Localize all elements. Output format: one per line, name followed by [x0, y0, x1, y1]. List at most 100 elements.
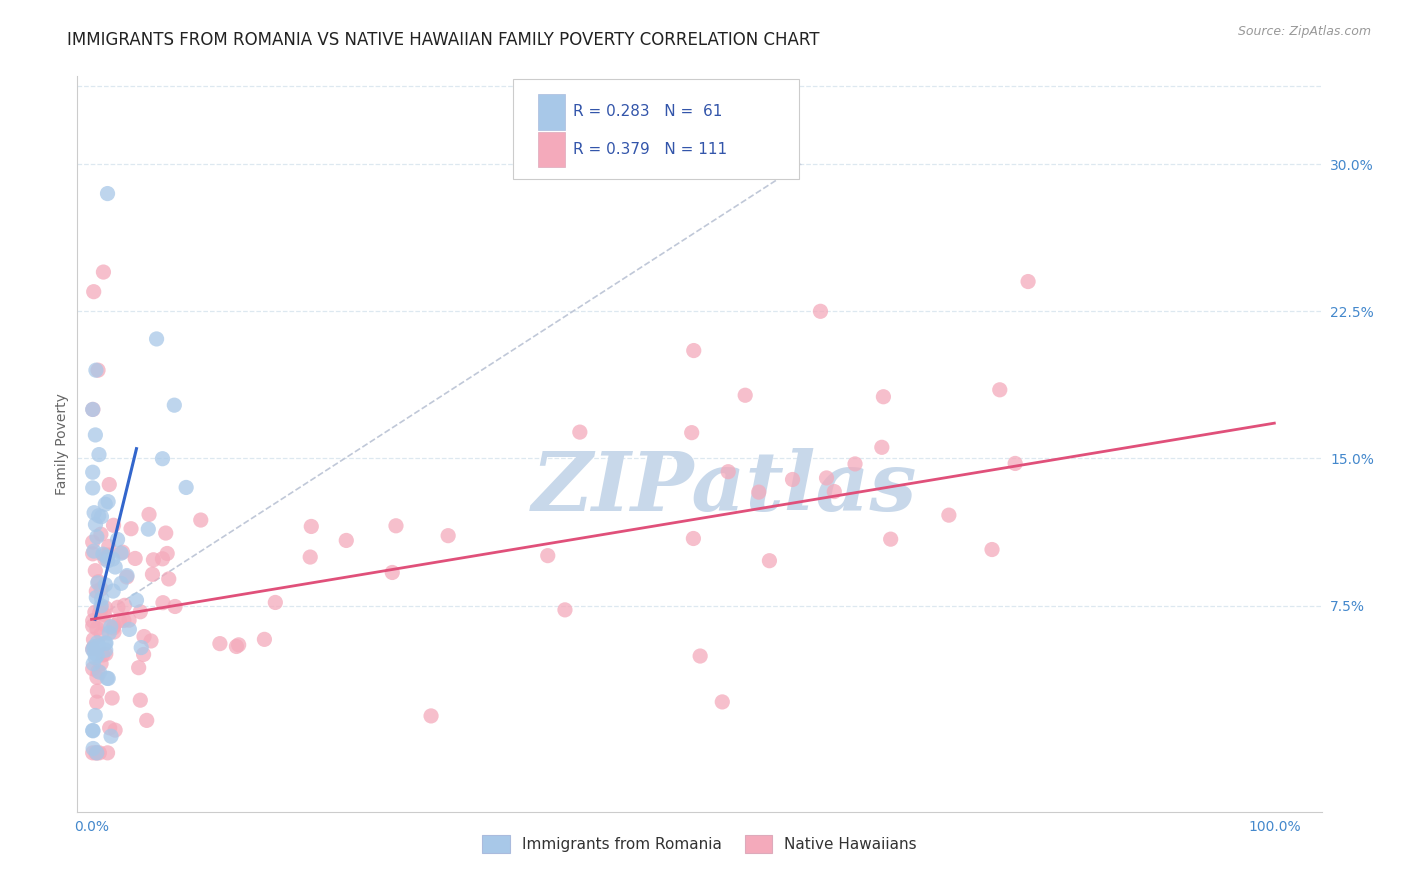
Point — [91, 547, 114, 561]
Point — [299, 519, 322, 533]
Point — [82, 741, 104, 756]
Point — [110, 546, 132, 560]
Point — [103, 621, 125, 635]
Point — [103, 625, 125, 640]
FancyBboxPatch shape — [537, 132, 565, 167]
Point — [125, 593, 148, 607]
Point — [114, 599, 136, 613]
Point — [253, 632, 276, 647]
Point — [82, 632, 104, 647]
Point — [163, 398, 186, 412]
Point — [82, 723, 104, 738]
Point — [124, 551, 146, 566]
Point — [870, 440, 893, 454]
Point — [94, 636, 117, 650]
Point — [689, 648, 711, 663]
Point — [94, 497, 117, 511]
Point — [86, 670, 108, 684]
Legend: Immigrants from Romania, Native Hawaiians: Immigrants from Romania, Native Hawaiian… — [477, 829, 922, 859]
Point — [1017, 275, 1039, 289]
Point — [142, 553, 165, 567]
Point — [103, 518, 125, 533]
Point — [988, 383, 1011, 397]
Point — [136, 522, 159, 536]
Point — [554, 603, 576, 617]
Point — [132, 630, 155, 644]
Point — [84, 591, 107, 605]
Point — [86, 636, 108, 650]
Point — [87, 448, 110, 462]
Point — [90, 599, 112, 613]
Text: R = 0.379   N = 111: R = 0.379 N = 111 — [572, 142, 727, 157]
Point — [107, 533, 129, 547]
Point — [94, 548, 117, 562]
Point — [97, 548, 120, 562]
Point — [135, 714, 157, 728]
Point — [112, 614, 135, 628]
Point — [163, 599, 186, 614]
Point — [94, 601, 117, 615]
Point — [118, 623, 141, 637]
FancyBboxPatch shape — [537, 95, 565, 129]
Point — [82, 547, 104, 561]
Point — [385, 518, 408, 533]
Point — [938, 508, 960, 523]
Point — [86, 684, 108, 698]
Point — [87, 575, 110, 590]
Point — [734, 388, 756, 402]
Point — [132, 648, 155, 662]
FancyBboxPatch shape — [513, 79, 799, 178]
Point — [82, 746, 104, 760]
Point — [1004, 457, 1026, 471]
Point — [100, 620, 122, 634]
Point — [748, 485, 770, 500]
Point — [100, 729, 122, 743]
Point — [86, 641, 108, 656]
Point — [84, 651, 107, 665]
Point — [107, 600, 129, 615]
Point — [758, 554, 780, 568]
Point — [782, 473, 804, 487]
Point — [111, 545, 134, 559]
Point — [94, 618, 117, 632]
Point — [437, 529, 460, 543]
Point — [97, 554, 120, 568]
Point — [682, 532, 704, 546]
Point — [420, 709, 443, 723]
Point — [82, 723, 104, 738]
Point — [138, 508, 160, 522]
Point — [120, 522, 142, 536]
Point — [82, 402, 104, 417]
Point — [90, 627, 112, 641]
Point — [157, 572, 180, 586]
Point — [228, 638, 250, 652]
Point — [90, 509, 112, 524]
Point — [129, 640, 152, 655]
Point — [90, 591, 112, 606]
Point — [82, 535, 104, 549]
Point — [104, 560, 127, 574]
Point — [82, 402, 104, 417]
Point — [717, 465, 740, 479]
Point — [174, 480, 197, 494]
Text: ZIPatlas: ZIPatlas — [531, 448, 917, 528]
Point — [89, 746, 111, 760]
Point — [86, 746, 108, 760]
Point — [129, 605, 152, 619]
Point — [84, 428, 107, 442]
Point — [96, 550, 118, 565]
Text: IMMIGRANTS FROM ROMANIA VS NATIVE HAWAIIAN FAMILY POVERTY CORRELATION CHART: IMMIGRANTS FROM ROMANIA VS NATIVE HAWAII… — [67, 31, 820, 49]
Point — [82, 465, 104, 479]
Point — [82, 619, 104, 633]
Point — [152, 551, 174, 566]
Point — [93, 607, 115, 622]
Point — [879, 532, 901, 546]
Point — [101, 584, 124, 599]
Point — [190, 513, 212, 527]
Point — [129, 693, 152, 707]
Point — [87, 363, 110, 377]
Point — [681, 425, 703, 440]
Point — [86, 648, 108, 663]
Point — [82, 481, 104, 495]
Point — [101, 552, 124, 566]
